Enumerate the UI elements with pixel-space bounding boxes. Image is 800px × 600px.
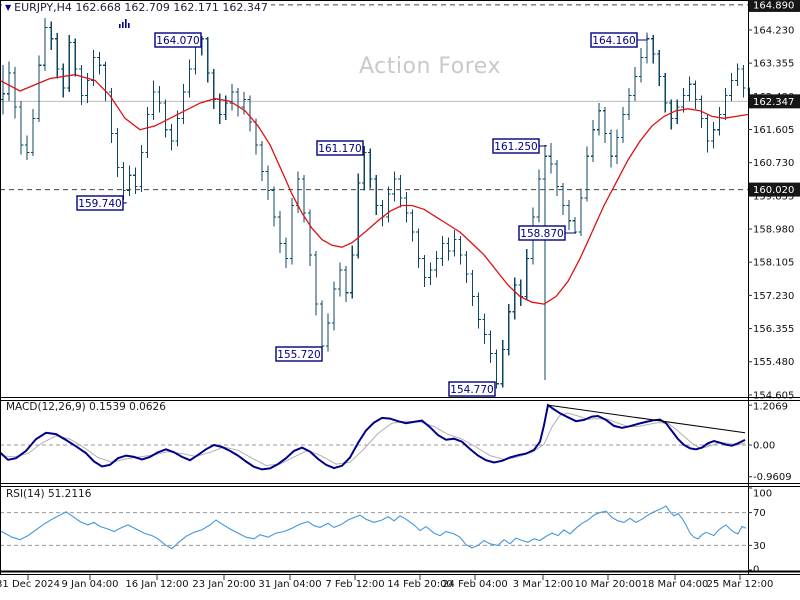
time-axis-label: 7 Feb 12:00 (325, 579, 384, 590)
price-axis-label: 158.105 (753, 258, 794, 269)
svg-text:161.250: 161.250 (494, 141, 537, 153)
svg-text:164.160: 164.160 (592, 35, 635, 47)
time-axis-label: 31 Jan 04:00 (258, 579, 321, 590)
price-axis-label: 155.480 (753, 357, 794, 368)
rsi-axis-label: 30 (753, 541, 766, 552)
rsi-line (0, 505, 747, 550)
price-axis-boxed-label: 160.020 (753, 185, 794, 196)
price-axis-box (749, 182, 800, 197)
watermark: Action Forex (359, 54, 501, 79)
time-axis-label: 24 Feb 04:00 (442, 579, 508, 590)
macd-axis-label: 0.00 (753, 440, 775, 451)
price-axis-box (749, 0, 800, 12)
price-axis-label: 161.605 (753, 125, 794, 136)
candlestick-series (0, 17, 752, 389)
svg-text:161.170: 161.170 (318, 143, 361, 155)
ohlc-values: 162.668 162.709 162.171 162.347 (75, 1, 268, 14)
svg-text:155.720: 155.720 (277, 349, 320, 361)
macd-main-line (0, 403, 746, 471)
svg-text:164.070: 164.070 (156, 35, 199, 47)
rsi-axis-label: 0 (753, 565, 759, 576)
time-axis-label: 3 Mar 12:00 (513, 579, 573, 590)
svg-text:154.770: 154.770 (450, 384, 493, 396)
price-callout: 158.870 (518, 225, 576, 241)
price-axis-label: 156.355 (753, 324, 794, 335)
price-axis-label: 154.605 (753, 390, 794, 401)
price-axis-label: 158.980 (753, 225, 794, 236)
time-axis-label: 18 Mar 04:00 (642, 579, 709, 590)
price-callout: 161.170 (316, 140, 364, 156)
time-axis-label: 23 Jan 20:00 (192, 579, 255, 590)
price-callout: 164.160 (590, 32, 648, 48)
price-axis-boxed-label: 162.347 (753, 97, 794, 108)
price-axis-label: 160.730 (753, 158, 794, 169)
mini-bars-icon (119, 19, 130, 28)
macd-axis-label: 1.2069 (753, 402, 788, 413)
time-axis-label: 16 Jan 12:00 (125, 579, 188, 590)
price-callout: 161.250 (492, 138, 547, 154)
price-axis-boxed-label: 164.890 (753, 0, 794, 11)
ma-line (0, 74, 749, 305)
time-axis-label: 25 Mar 12:00 (707, 579, 774, 590)
price-axis-label: 164.230 (753, 25, 794, 36)
price-callout: 154.770 (448, 381, 496, 397)
symbol-title: ▼ EURJPY,H4 162.668 162.709 162.171 162.3… (2, 1, 271, 14)
rsi-axis-label: 70 (753, 508, 766, 519)
price-axis-label: 159.855 (753, 191, 794, 202)
svg-text:158.870: 158.870 (520, 228, 563, 240)
rsi-indicator-label: RSI(14) 51.2116 (6, 488, 92, 500)
price-callout: 164.070 (154, 32, 202, 48)
macd-indicator-label: MACD(12,26,9) 0.1539 0.0626 (6, 401, 166, 413)
rsi-axis-label: 100 (753, 489, 772, 500)
price-axis-label: 157.230 (753, 291, 794, 302)
price-callout: 155.720 (275, 346, 323, 362)
dropdown-arrow-icon: ▼ (5, 3, 12, 12)
macd-axis-label: -0.9609 (753, 472, 792, 483)
price-axis-label: 163.355 (753, 59, 794, 70)
macd-trendline (547, 404, 746, 434)
macd-signal-line (0, 412, 746, 467)
symbol-label: EURJPY,H4 (14, 1, 72, 14)
time-axis-label: 31 Dec 2024 (0, 579, 60, 590)
price-callout: 159.740 (76, 195, 127, 211)
svg-text:159.740: 159.740 (78, 198, 121, 210)
time-axis-label: 9 Jan 04:00 (62, 579, 119, 590)
time-axis-label: 14 Feb 20:00 (387, 579, 453, 590)
price-axis-box (749, 94, 800, 109)
time-axis-label: 10 Mar 20:00 (575, 579, 642, 590)
